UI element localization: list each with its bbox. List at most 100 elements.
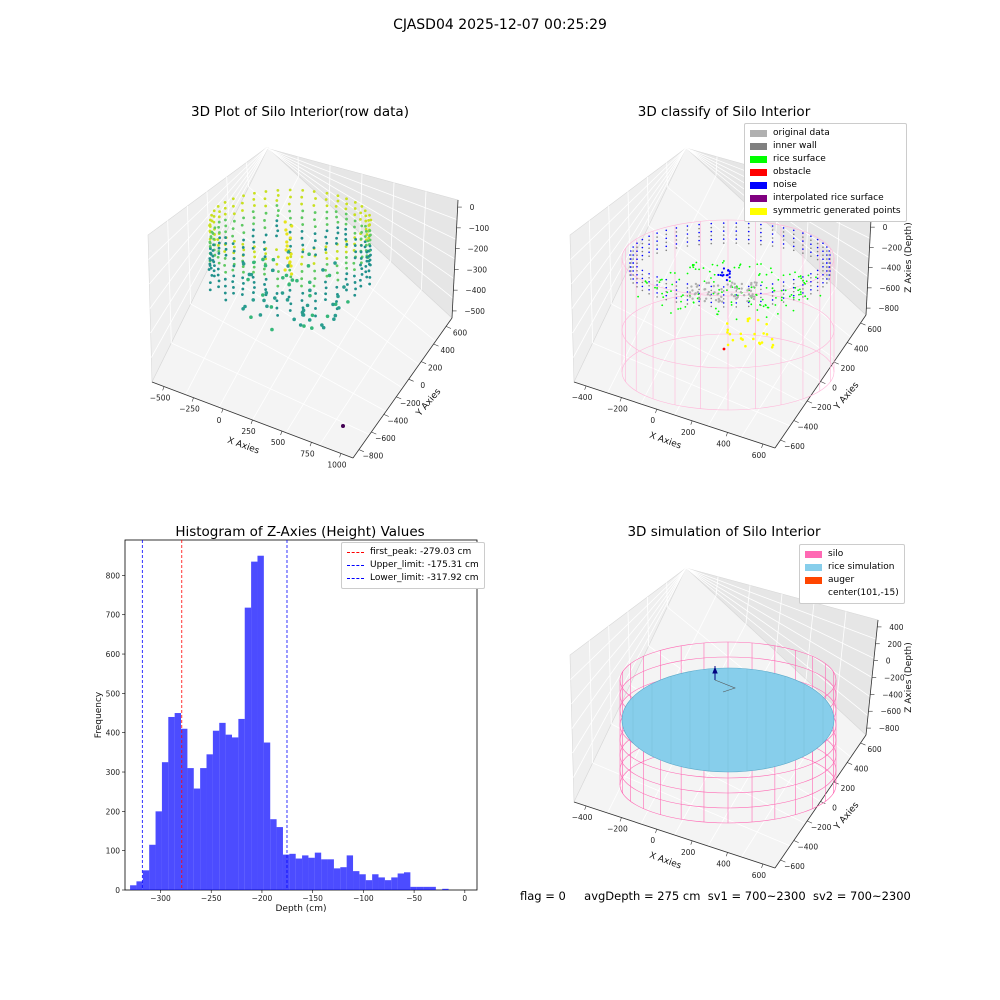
x-axis-tick-mark: [191, 397, 194, 402]
raw-point: [284, 228, 288, 232]
y-axis-tick-label: −600: [375, 434, 396, 443]
sv1-text: sv1 = 700~2300: [707, 889, 806, 903]
raw-point: [262, 298, 266, 303]
wall-point: [632, 254, 634, 256]
raw-point: [346, 300, 350, 304]
raw-point: [300, 270, 304, 273]
x-axis-tick-mark: [221, 408, 224, 413]
raw-point: [251, 234, 255, 238]
symmetric-point: [760, 341, 764, 344]
rice-surface-point: [760, 263, 762, 265]
raw-point: [231, 234, 234, 238]
raw-point: [275, 292, 279, 295]
wall-point: [686, 245, 689, 247]
raw-point: [298, 323, 303, 327]
raw-point: [300, 202, 304, 206]
rice-surface-point: [689, 266, 691, 269]
original-point: [751, 295, 754, 298]
raw-point: [344, 277, 348, 281]
raw-point: [276, 313, 280, 317]
wall-point: [636, 285, 638, 288]
raw-point: [275, 306, 279, 310]
raw-3d-scatter[interactable]: −500−25002505007501000−800−600−400−20002…: [130, 130, 490, 470]
legend-swatch: [347, 565, 364, 566]
raw-point: [325, 314, 330, 319]
histogram-bar: [244, 607, 252, 890]
raw-point: [224, 270, 228, 274]
wall-point: [747, 230, 750, 233]
histogram-bar: [231, 737, 239, 890]
y-axis-tick-label: 200: [428, 364, 443, 373]
raw-point: [352, 261, 356, 265]
raw-point: [353, 281, 357, 284]
raw-point: [242, 253, 245, 257]
symmetric-point: [739, 332, 743, 336]
wall-point: [686, 283, 689, 285]
rice-surface-point: [728, 280, 731, 283]
rice-surface-point: [770, 271, 773, 274]
y-axis-tick-label: −400: [388, 416, 409, 425]
x-axis-tick-label: 400: [716, 859, 731, 868]
wall-point: [816, 254, 819, 257]
raw-point: [216, 244, 220, 247]
simulation-3d-plot[interactable]: −400 −200 0 200 400 600 −600 −400 −200 0 200 400 600…: [555, 545, 935, 885]
raw-point: [232, 249, 236, 253]
histogram-bar: [333, 868, 341, 890]
raw-point: [290, 278, 295, 282]
raw-point: [242, 194, 245, 198]
rice-surface-point: [659, 279, 662, 281]
raw-point: [280, 291, 285, 295]
rice-surface-point: [654, 286, 656, 289]
rice-surface-point: [686, 272, 689, 275]
raw-point: [240, 201, 244, 205]
z-axis-tick-label: 0: [886, 657, 891, 666]
y-tick-label: 500: [106, 689, 121, 698]
legend-entry: first_peak: -279.03 cm: [347, 546, 479, 559]
x-axis-tick-label: 0: [650, 416, 655, 425]
y-axis-tick-label: −200: [811, 403, 832, 412]
original-point: [749, 283, 753, 286]
raw-point: [324, 268, 327, 272]
original-point: [688, 295, 692, 298]
wall-point: [656, 232, 658, 234]
legend-entry: rice simulation: [805, 561, 899, 574]
raw-point: [360, 273, 364, 276]
histogram-chart[interactable]: −300 −250 −200 −150 −100 −50 0 0 100 200 300 400 500…: [85, 530, 495, 920]
wall-point: [686, 303, 689, 305]
wall-point: [698, 239, 700, 242]
symmetric-point: [765, 333, 769, 336]
wall-point: [710, 305, 713, 308]
wall-point: [648, 273, 650, 275]
histogram-bars: [130, 555, 449, 890]
wall-point: [771, 245, 774, 247]
y-axis-tick-mark: [820, 381, 826, 384]
original-point: [707, 290, 710, 294]
wall-point: [816, 250, 819, 253]
rice-surface-point: [691, 264, 694, 267]
raw-point: [334, 204, 338, 208]
raw-point: [300, 262, 303, 266]
wall-point: [826, 246, 828, 248]
classify-3d-plot[interactable]: −400 −200 0 200 400 600 −600 −400 −200 0 200 400 600…: [555, 130, 935, 470]
original-point: [735, 296, 739, 300]
wall-point: [632, 258, 634, 260]
raw-point: [332, 317, 336, 322]
wall-point: [828, 262, 831, 264]
wall-point: [629, 266, 632, 268]
raw-point: [364, 229, 368, 233]
raw-point: [324, 251, 328, 255]
wall-point: [722, 234, 725, 236]
wall-point: [686, 295, 689, 297]
legend-entry: Upper_limit: -175.31 cm: [347, 559, 479, 572]
wall-point: [698, 243, 700, 246]
rice-surface-point: [656, 287, 659, 289]
raw-point: [353, 219, 357, 223]
legend-label: original data: [773, 128, 830, 138]
y-axis-tick-mark: [780, 859, 786, 863]
x-tick-label: −300: [150, 894, 171, 903]
raw-point: [359, 237, 363, 241]
rice-surface-point: [661, 304, 664, 307]
legend-swatch: [347, 578, 364, 579]
original-point: [742, 294, 746, 297]
legend-entry: auger: [805, 574, 899, 587]
